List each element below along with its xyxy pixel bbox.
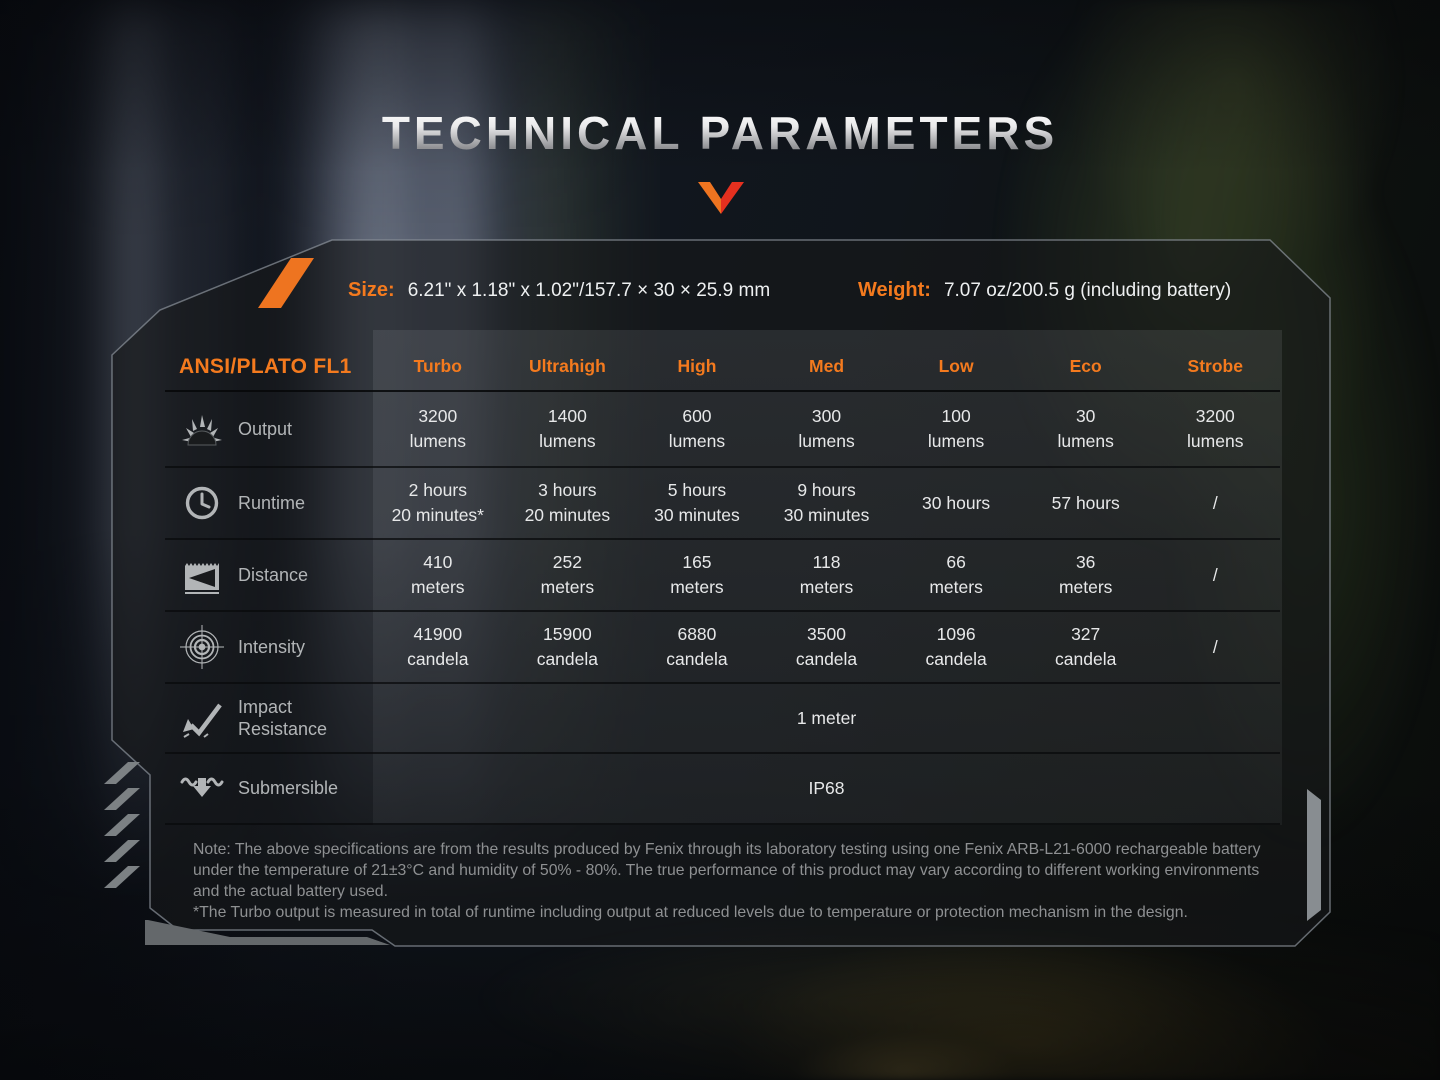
size-value: 6.21" x 1.18" x 1.02"/157.7 × 30 × 25.9 … [407,280,771,301]
page-title: TECHNICAL PARAMETERS [0,106,1440,160]
row-label-output: Output [238,418,293,439]
row-label-submersible: Submersible [238,778,339,799]
spec-value: 1400 lumens [539,406,596,451]
spec-value: 252 meters [540,552,595,597]
column-header-turbo: Turbo [413,356,462,376]
spec-value: 30 lumens [1057,406,1114,451]
spec-value: 410 meters [411,552,465,597]
table-row-output: Output 3200 lumens 1400 lumens 600 lumen… [165,392,1280,468]
spec-value: 3 hours 20 minutes [524,480,611,525]
size-label: Size: [348,279,395,301]
row-label-runtime: Runtime [238,492,306,513]
row-label-distance: Distance [238,564,309,585]
spec-value: 118 meters [799,552,854,597]
target-icon [179,625,225,669]
spec-value-submersible: IP68 [808,778,845,799]
table-corner-label: ANSI/PLATO FL1 [179,354,352,378]
spec-value: / [1212,492,1218,513]
size-spec: Size: 6.21" x 1.18" x 1.02"/157.7 × 30 ×… [348,279,770,302]
orange-accent-bar [258,258,314,308]
spec-value: 9 hours 30 minutes [783,480,870,525]
spec-value: 3200 lumens [1187,406,1244,451]
spec-value: 100 lumens [927,406,985,451]
bottom-gray-accent-bar [145,920,390,945]
panel-outline [111,239,1331,947]
spec-value: 3200 lumens [409,406,466,451]
column-header-eco: Eco [1069,356,1102,376]
spec-value: 2 hours 20 minutes* [391,480,484,525]
right-gray-accent-bar [1307,789,1321,921]
spec-value: 5 hours 30 minutes [654,480,740,525]
column-header-strobe: Strobe [1187,356,1243,376]
chevron-down-icon [698,182,744,214]
column-header-ultrahigh: Ultrahigh [528,356,606,376]
spec-value: / [1212,564,1218,585]
spec-value: 15900 candela [536,624,599,669]
impact-icon [179,698,225,738]
beam-distance-icon [179,555,225,595]
spec-value: / [1212,636,1218,657]
spec-value-impact: 1 meter [796,707,857,728]
spec-table: ANSI/PLATO FL1 Turbo Ultrahigh High Med … [165,343,1280,825]
spec-value: 600 lumens [668,406,726,451]
water-submersible-icon [179,771,225,807]
row-label-impact-resistance: Impact Resistance [238,696,328,740]
spec-value: 1096 candela [925,624,987,669]
hazard-stripes [104,762,140,888]
spec-value: 300 lumens [798,406,855,451]
spec-value: 30 hours [922,492,991,513]
table-row-intensity: Intensity 41900 candela 15900 candela 68… [165,612,1280,684]
note: Note: The above specifications are from … [193,839,1276,923]
column-header-high: High [677,356,717,376]
spec-value: 41900 candela [407,624,469,669]
spec-value: 36 meters [1058,552,1113,597]
note-paragraph-2: *The Turbo output is measured in total o… [193,904,1188,921]
table-header-row: ANSI/PLATO FL1 Turbo Ultrahigh High Med … [165,343,1280,392]
sun-icon [179,411,225,447]
spec-value: 66 meters [929,552,983,597]
column-header-low: Low [938,356,974,376]
spec-value: 57 hours [1051,492,1120,513]
table-data-background [373,330,1282,825]
table-row-impact-resistance: Impact Resistance 1 meter [165,684,1280,754]
spec-value: 3500 candela [795,624,858,669]
clock-icon [179,483,225,523]
weight-spec: Weight: 7.07 oz/200.5 g (including batte… [858,279,1231,302]
row-label-intensity: Intensity [238,636,306,657]
note-paragraph-1: Note: The above specifications are from … [193,841,1261,900]
spec-value: 327 candela [1055,624,1117,669]
spec-value: 165 meters [670,552,724,597]
column-header-med: Med [809,356,845,376]
table-row-runtime: Runtime 2 hours 20 minutes* 3 hours 20 m… [165,468,1280,540]
weight-value: 7.07 oz/200.5 g (including battery) [943,280,1232,301]
spec-value: 6880 candela [666,624,728,669]
table-row-distance: Distance 410 meters 252 meters 165 meter… [165,540,1280,612]
table-row-submersible: Submersible IP68 [165,754,1280,825]
weight-label: Weight: [858,279,931,301]
